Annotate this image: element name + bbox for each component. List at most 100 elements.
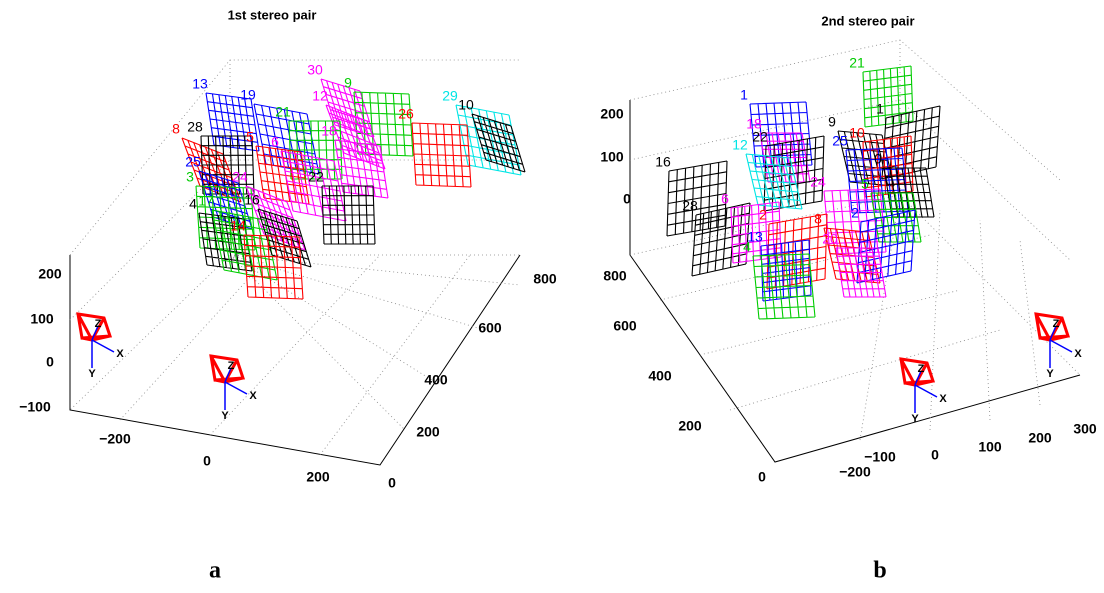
calibration-board <box>745 153 803 210</box>
board-label: 8 <box>814 211 822 227</box>
board-label: 20 <box>822 231 838 247</box>
board-label: 26 <box>398 106 414 122</box>
x-tick-label: −200 <box>839 464 871 480</box>
board-label: 2 <box>851 205 859 221</box>
camera-axis-label: X <box>1074 348 1082 360</box>
board-grid <box>243 234 304 300</box>
camera-frustum <box>899 357 936 387</box>
board-label: 28 <box>187 119 203 135</box>
board-grid <box>411 122 472 188</box>
camera-axis-label: X <box>116 348 124 360</box>
board-grid <box>752 253 816 320</box>
board-label: 1 <box>876 101 884 117</box>
camera-axis-label: Y <box>221 410 229 422</box>
y-tick-label: 0 <box>388 475 396 491</box>
calibration-board <box>752 253 816 320</box>
board-label: 13 <box>192 76 208 92</box>
camera: Z X Y <box>899 357 947 425</box>
camera: Z X Y <box>1034 312 1082 380</box>
board-label: 24 <box>810 174 826 190</box>
board-label: 19 <box>240 87 256 103</box>
x-tick-label: 100 <box>978 439 1002 455</box>
board-grid <box>862 65 914 128</box>
board-grid <box>280 150 347 222</box>
y-tick-label: 200 <box>678 418 702 434</box>
calibration-board <box>320 78 375 138</box>
panel-caption: b <box>873 558 886 584</box>
board-label: 24 <box>232 169 248 185</box>
panel-caption: a <box>209 558 221 584</box>
camera-frustum <box>1034 312 1071 342</box>
y-tick-label: 600 <box>478 320 502 336</box>
calibration-board <box>411 122 472 188</box>
axes-frame-a <box>69 59 521 466</box>
camera-axis-label: Z <box>95 318 102 330</box>
camera-axes <box>224 367 248 410</box>
z-tick-label: 200 <box>600 106 624 122</box>
board-label: 10 <box>849 125 865 141</box>
board-grid <box>691 202 751 277</box>
camera-axes <box>91 325 115 368</box>
calibration-board <box>321 185 376 245</box>
board-label: 17 <box>198 193 214 209</box>
camera: Z X Y <box>209 354 257 422</box>
board-label: 18 <box>746 116 762 132</box>
board-label: 4 <box>743 239 751 255</box>
y-tick-label: 400 <box>648 368 672 384</box>
calibration-board <box>835 247 887 298</box>
board-label: 3 <box>186 169 194 185</box>
camera-frustum <box>76 312 113 342</box>
board-label: 22 <box>308 169 324 185</box>
y-tick-label: 600 <box>613 318 637 334</box>
board-label: 29 <box>442 88 458 104</box>
camera-axis-label: Z <box>918 363 925 375</box>
board-label: 9 <box>828 114 836 130</box>
board-grid <box>353 91 414 157</box>
board-label: 16 <box>655 154 671 170</box>
z-tick-label: 100 <box>30 311 54 327</box>
board-label: 25 <box>185 154 201 170</box>
panel-title: 1st stereo pair <box>228 7 317 22</box>
board-grid <box>666 160 728 237</box>
board-label: 2 <box>759 207 767 223</box>
z-tick-label: 100 <box>600 149 624 165</box>
board-label: 30 <box>307 62 323 78</box>
x-tick-label: 200 <box>1028 430 1052 446</box>
board-label: 14 <box>230 218 246 234</box>
calibration-board <box>353 91 414 157</box>
board-label: 5 <box>861 176 869 192</box>
board-grid <box>745 153 803 210</box>
board-label: 28 <box>682 198 698 214</box>
board-grid <box>835 247 887 298</box>
board-label: 13 <box>747 229 763 245</box>
panel-title: 2nd stereo pair <box>821 13 914 28</box>
z-tick-label: −100 <box>19 399 51 415</box>
y-tick-label: 200 <box>416 424 440 440</box>
calibration-board <box>288 120 343 180</box>
camera-axis-label: Z <box>1053 318 1060 330</box>
y-tick-label: 400 <box>424 372 448 388</box>
calibration-board <box>243 234 304 300</box>
x-tick-label: 200 <box>306 469 330 485</box>
x-tick-label: 0 <box>931 447 939 463</box>
board-label: 12 <box>732 137 748 153</box>
camera-axis-label: X <box>249 390 257 402</box>
x-tick-label: 300 <box>1073 421 1097 437</box>
board-label: 12 <box>312 88 328 104</box>
camera-axes <box>914 370 938 413</box>
board-grid <box>288 120 343 180</box>
board-label: 16 <box>244 192 260 208</box>
board-label: 4 <box>189 196 197 212</box>
calibration-board <box>691 202 751 277</box>
board-label: 21 <box>275 104 291 120</box>
board-label: 22 <box>752 129 768 145</box>
calibration-board <box>257 208 312 268</box>
z-tick-label: 200 <box>38 266 62 282</box>
board-label: 18 <box>321 123 337 139</box>
calibration-board <box>730 201 782 264</box>
board-label: 6 <box>721 191 729 207</box>
z-tick-label: 0 <box>46 354 54 370</box>
board-label: 25 <box>832 133 848 149</box>
